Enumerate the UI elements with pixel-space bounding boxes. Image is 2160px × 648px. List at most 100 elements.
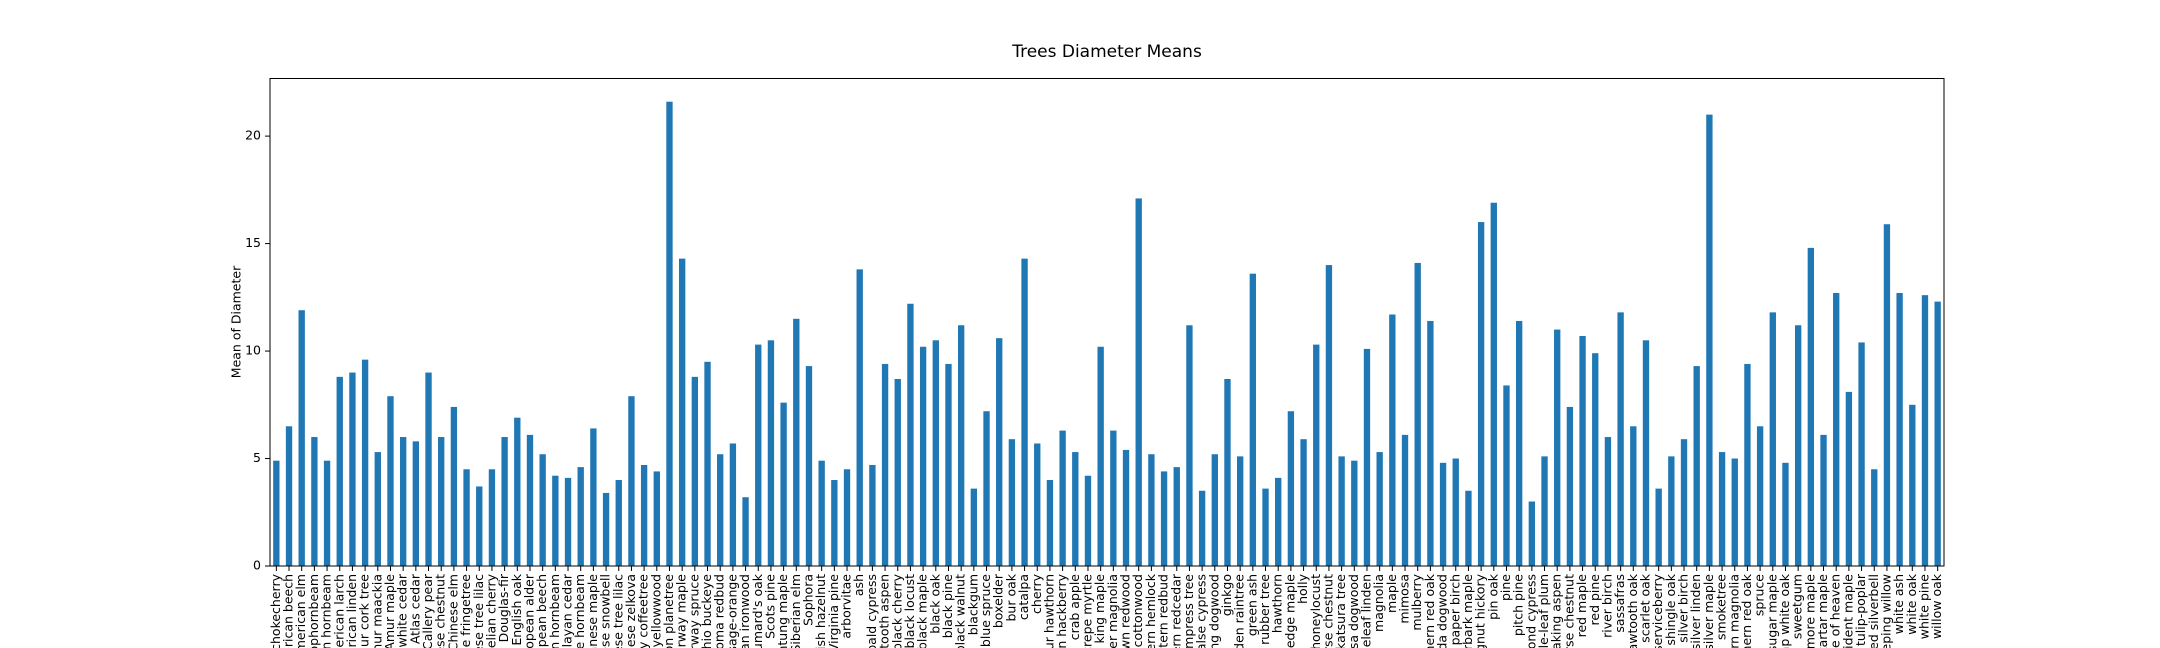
bar xyxy=(1503,385,1510,566)
x-tick-label: paper birch xyxy=(1447,574,1462,645)
bar xyxy=(628,396,635,566)
bar xyxy=(1414,262,1421,566)
bar xyxy=(1782,462,1789,566)
x-tick-label: tree of heaven xyxy=(1828,574,1843,648)
x-tick-label: American elm xyxy=(293,574,308,648)
bar xyxy=(1034,443,1041,566)
bar xyxy=(1807,247,1815,567)
bar xyxy=(1706,114,1713,566)
bar xyxy=(1198,490,1206,566)
bar xyxy=(1389,314,1396,566)
x-tick-label: Japanese tree lilac xyxy=(610,574,625,648)
bar xyxy=(1604,437,1612,566)
bar xyxy=(1579,336,1586,566)
bar xyxy=(1084,475,1092,566)
chart-title: Trees Diameter Means xyxy=(1011,42,1202,62)
bar xyxy=(1173,467,1180,566)
x-tick-label: hedge maple xyxy=(1282,574,1297,648)
x-tick-label: American larch xyxy=(331,574,346,648)
y-axis-label: Mean of Diameter xyxy=(229,265,244,378)
y-tick-label: 15 xyxy=(245,235,261,250)
bar xyxy=(653,471,660,566)
x-tick-label: Japanese maple xyxy=(585,574,600,648)
x-tick-label: Siberian elm xyxy=(788,574,803,648)
x-tick-label: quaking aspen xyxy=(1549,574,1564,648)
x-tick-label: kousa dogwood xyxy=(1346,574,1361,648)
bar xyxy=(1452,458,1459,566)
x-tick-label: bald cypress xyxy=(864,574,879,648)
x-tick-label: paperbark maple xyxy=(1460,574,1475,648)
x-tick-label: purple-leaf plum xyxy=(1536,574,1551,648)
y-tick-label: 0 xyxy=(253,558,261,573)
x-tick-label: willow oak xyxy=(1929,573,1944,639)
x-tick-label: London planetree xyxy=(661,574,676,648)
bar xyxy=(1718,452,1726,566)
bar xyxy=(1401,434,1409,566)
bar xyxy=(514,417,521,566)
bar xyxy=(1477,222,1485,566)
x-tick-label: arborvitae xyxy=(839,574,854,639)
x-tick-label: smoketree xyxy=(1714,574,1729,640)
x-tick-label: Virginia pine xyxy=(826,574,841,648)
bar xyxy=(1744,363,1751,566)
x-tick-label: horse chestnut xyxy=(1320,574,1335,648)
bar xyxy=(957,325,965,566)
x-tick-label: European alder xyxy=(521,573,536,648)
bar xyxy=(856,269,863,566)
x-tick-label: Amur maackia xyxy=(369,574,384,648)
bar xyxy=(1313,344,1320,566)
x-tick-label: white ash xyxy=(1891,574,1906,634)
bar xyxy=(311,437,318,566)
bar xyxy=(1566,406,1574,566)
bar xyxy=(1148,454,1155,566)
x-tick-label: Amur chokecherry xyxy=(268,573,283,648)
bar xyxy=(755,344,762,566)
x-tick-label: Japanese hornbeam xyxy=(572,574,587,648)
bar xyxy=(602,492,610,566)
bar xyxy=(1376,452,1383,566)
bar xyxy=(1592,353,1599,566)
bar xyxy=(780,402,787,566)
x-tick-label: crepe myrtle xyxy=(1079,574,1094,648)
x-tick-label: Himalayan cedar xyxy=(560,573,575,648)
x-tick-label: spruce xyxy=(1752,574,1767,616)
bar xyxy=(374,452,381,566)
bar xyxy=(590,428,597,566)
x-tick-label: common hackberry xyxy=(1054,573,1069,648)
bar xyxy=(1617,312,1624,566)
bar xyxy=(1883,224,1891,566)
x-tick-label: Japanese snowbell xyxy=(598,574,613,648)
bar xyxy=(1541,456,1548,566)
x-tick-label: tartar maple xyxy=(1815,574,1830,648)
x-tick-label: red maple xyxy=(1574,574,1589,638)
bar xyxy=(881,363,889,566)
bar xyxy=(1731,458,1738,566)
bar xyxy=(793,318,800,566)
x-tick-label: Turkish hazelnut xyxy=(813,574,828,648)
bar xyxy=(1363,348,1371,566)
bar xyxy=(1021,258,1028,566)
x-tick-label: Atlantic white cedar xyxy=(395,573,410,648)
x-tick-label: Shantung maple xyxy=(775,574,790,648)
x-tick-label: honeylocust xyxy=(1308,574,1323,648)
bar xyxy=(1934,301,1941,566)
bar xyxy=(501,437,508,566)
x-tick-label: Shumard's oak xyxy=(750,573,765,648)
bar xyxy=(1896,293,1903,566)
x-tick-label: maple xyxy=(1384,574,1399,613)
bar xyxy=(1871,469,1878,566)
bar xyxy=(1300,439,1307,566)
plot-frame xyxy=(269,78,1945,567)
x-tick-label: Chinese tree lilac xyxy=(471,574,486,648)
x-tick-label: littleleaf linden xyxy=(1358,574,1373,648)
x-tick-label: ginkgo xyxy=(1219,574,1234,616)
bar xyxy=(1046,480,1054,566)
bar xyxy=(1693,366,1700,566)
x-tick-label: eastern cottonwood xyxy=(1130,574,1145,648)
x-tick-label: blue spruce xyxy=(978,574,993,647)
bar xyxy=(1515,320,1523,566)
x-tick-label: river birch xyxy=(1599,574,1614,638)
x-tick-label: weeping willow xyxy=(1878,574,1893,648)
x-tick-label: Norway maple xyxy=(674,574,689,648)
x-tick-label: silver birch xyxy=(1676,574,1691,643)
